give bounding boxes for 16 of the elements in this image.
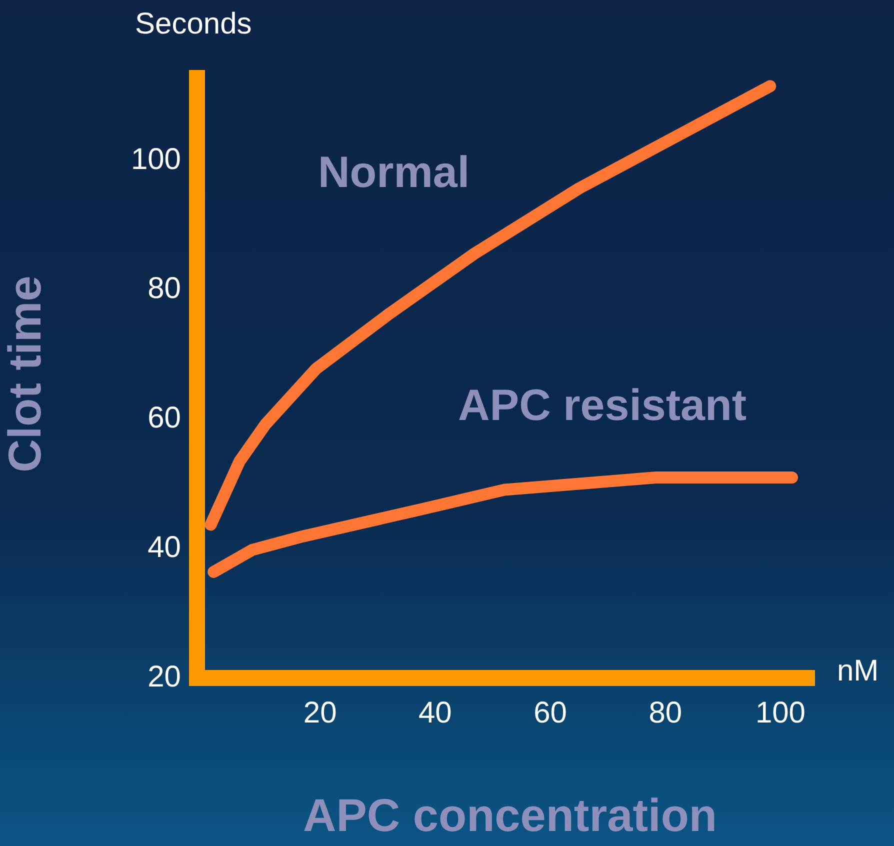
y-tick-label: 100 [130,142,181,176]
x-tick-label: 20 [303,696,337,730]
y-tick-label: 40 [148,530,181,564]
y-tick-label: 60 [148,402,181,435]
series-label: APC resistant [458,381,747,430]
x-axis-title: APC concentration [302,789,718,842]
y-tick-label: 20 [148,660,181,694]
text: nM [837,654,879,688]
series-label: Normal [318,148,470,198]
y-tick-label: 80 [148,272,181,306]
x-tick-label: 60 [534,696,567,730]
x-tick-label: 100 [755,696,806,730]
x-tick-label: 40 [418,696,452,730]
y-axis-title: Clot time [0,276,50,472]
x-tick-label: 80 [648,696,682,730]
text: Seconds [135,7,252,40]
